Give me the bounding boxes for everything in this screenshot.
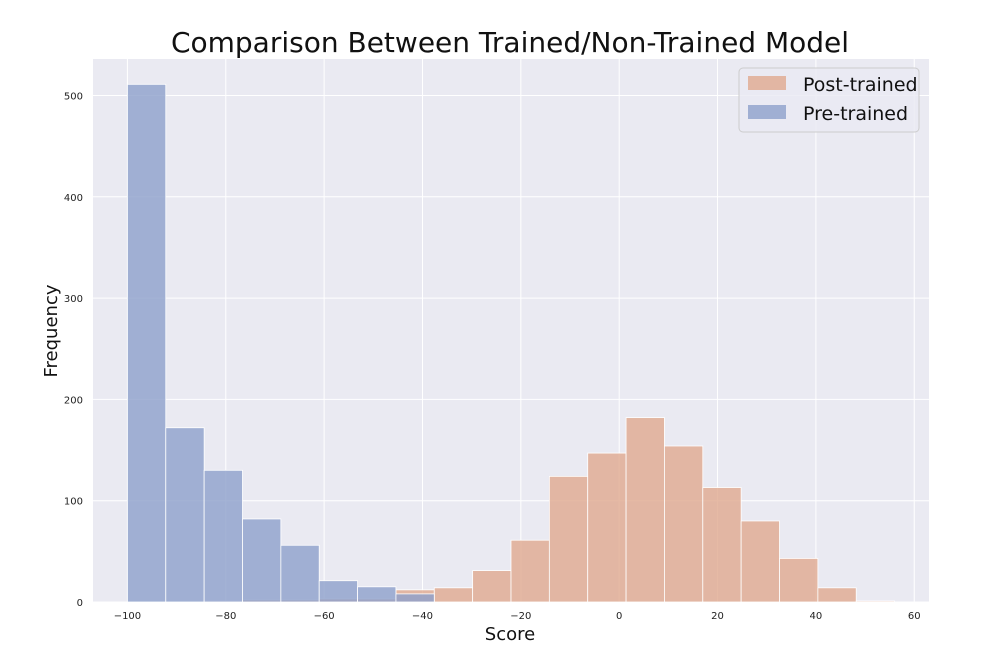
x-tick-label: −40 xyxy=(412,611,433,622)
x-tick-label: 60 xyxy=(908,611,921,622)
pre-trained-bar xyxy=(280,544,320,603)
x-tick-label: −80 xyxy=(215,611,236,622)
legend: Post-trained Pre-trained xyxy=(738,67,920,133)
x-tick-label: 40 xyxy=(810,611,823,622)
post-trained-bar xyxy=(855,600,895,603)
post-trained-bar xyxy=(702,487,742,603)
post-trained-bar xyxy=(548,475,589,603)
x-tick-label: −100 xyxy=(114,611,141,622)
post-trained-bar xyxy=(740,520,780,603)
pre-trained-bars xyxy=(127,83,435,603)
y-axis-ticks: 0 100 200 300 400 500 xyxy=(64,91,83,609)
pre-trained-bar xyxy=(165,427,205,603)
post-trained-bar xyxy=(433,587,474,603)
y-tick-label: 100 xyxy=(64,497,83,508)
legend-label-pre-trained: Pre-trained xyxy=(803,103,908,125)
legend-swatch-pre-trained xyxy=(748,105,786,119)
x-axis-label: Score xyxy=(485,624,535,645)
x-tick-label: 20 xyxy=(711,611,724,622)
post-trained-bar xyxy=(779,558,819,603)
x-tick-label: −60 xyxy=(314,611,335,622)
pre-trained-bar xyxy=(357,586,397,603)
y-tick-label: 500 xyxy=(64,91,83,102)
post-trained-bar xyxy=(587,452,627,603)
pre-trained-bar xyxy=(318,580,358,603)
pre-trained-bar xyxy=(242,518,282,603)
post-trained-bar xyxy=(817,587,857,603)
post-trained-bar xyxy=(472,570,512,603)
y-tick-label: 300 xyxy=(64,294,83,305)
x-tick-label: 0 xyxy=(616,611,622,622)
post-trained-bar xyxy=(664,445,704,603)
pre-trained-bar xyxy=(203,469,243,603)
post-trained-bar xyxy=(625,417,665,603)
chart-title: Comparison Between Trained/Non-Trained M… xyxy=(171,26,849,59)
pre-trained-bar xyxy=(127,83,167,603)
y-tick-label: 200 xyxy=(64,395,83,406)
y-tick-label: 400 xyxy=(64,193,83,204)
y-tick-label: 0 xyxy=(77,598,83,609)
legend-label-post-trained: Post-trained xyxy=(803,74,918,96)
post-trained-bar xyxy=(510,539,550,603)
x-tick-label: −20 xyxy=(510,611,531,622)
pre-trained-bar xyxy=(395,593,435,603)
x-axis-ticks: −100 −80 −60 −40 −20 0 20 40 60 xyxy=(114,611,921,622)
y-axis-label: Frequency xyxy=(41,284,62,377)
legend-swatch-post-trained xyxy=(748,76,786,90)
